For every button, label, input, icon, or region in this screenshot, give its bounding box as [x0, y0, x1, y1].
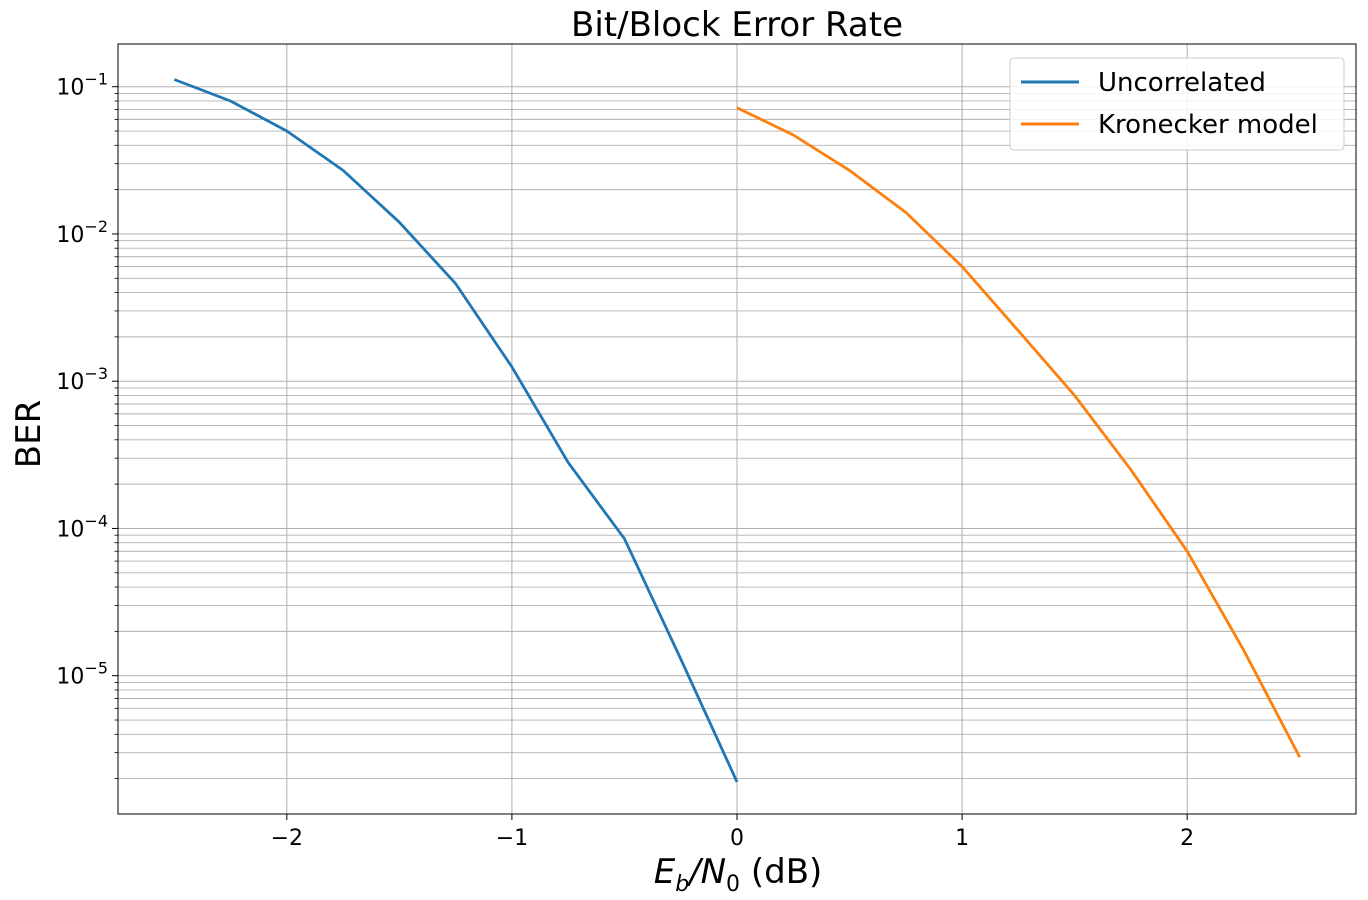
x-tick-label: 2	[1180, 826, 1194, 851]
legend-box	[1009, 57, 1345, 151]
x-axis-ticks: −2 −1 0 1 2	[271, 814, 1194, 851]
x-axis-label: Eb/N0 (dB)	[654, 852, 823, 897]
chart-title: Bit/Block Error Rate	[571, 5, 903, 45]
y-axis-label: BER	[9, 400, 49, 468]
legend-label-uncorrelated: Uncorrelated	[1098, 68, 1266, 98]
x-tick-label: −2	[271, 826, 303, 851]
y-axis-ticks: 10−1 10−2 10−3 10−4 10−5	[56, 70, 118, 780]
y-tick-label: 10−3	[56, 364, 108, 395]
y-tick-label: 10−4	[56, 511, 108, 542]
y-tick-label: 10−2	[56, 217, 108, 248]
series-line-kronecker-model	[736, 106, 1301, 758]
x-tick-label: 0	[730, 826, 744, 851]
y-tick-label: 10−1	[56, 70, 108, 101]
x-tick-label: −1	[496, 826, 528, 851]
legend: Uncorrelated Kronecker model	[1009, 57, 1345, 151]
series-line-uncorrelated	[173, 78, 739, 783]
plot-series	[173, 78, 1301, 783]
grid-lines	[118, 44, 1356, 814]
y-tick-label: 10−5	[56, 659, 108, 690]
legend-label-kronecker-model: Kronecker model	[1098, 110, 1318, 140]
x-tick-label: 1	[955, 826, 969, 851]
